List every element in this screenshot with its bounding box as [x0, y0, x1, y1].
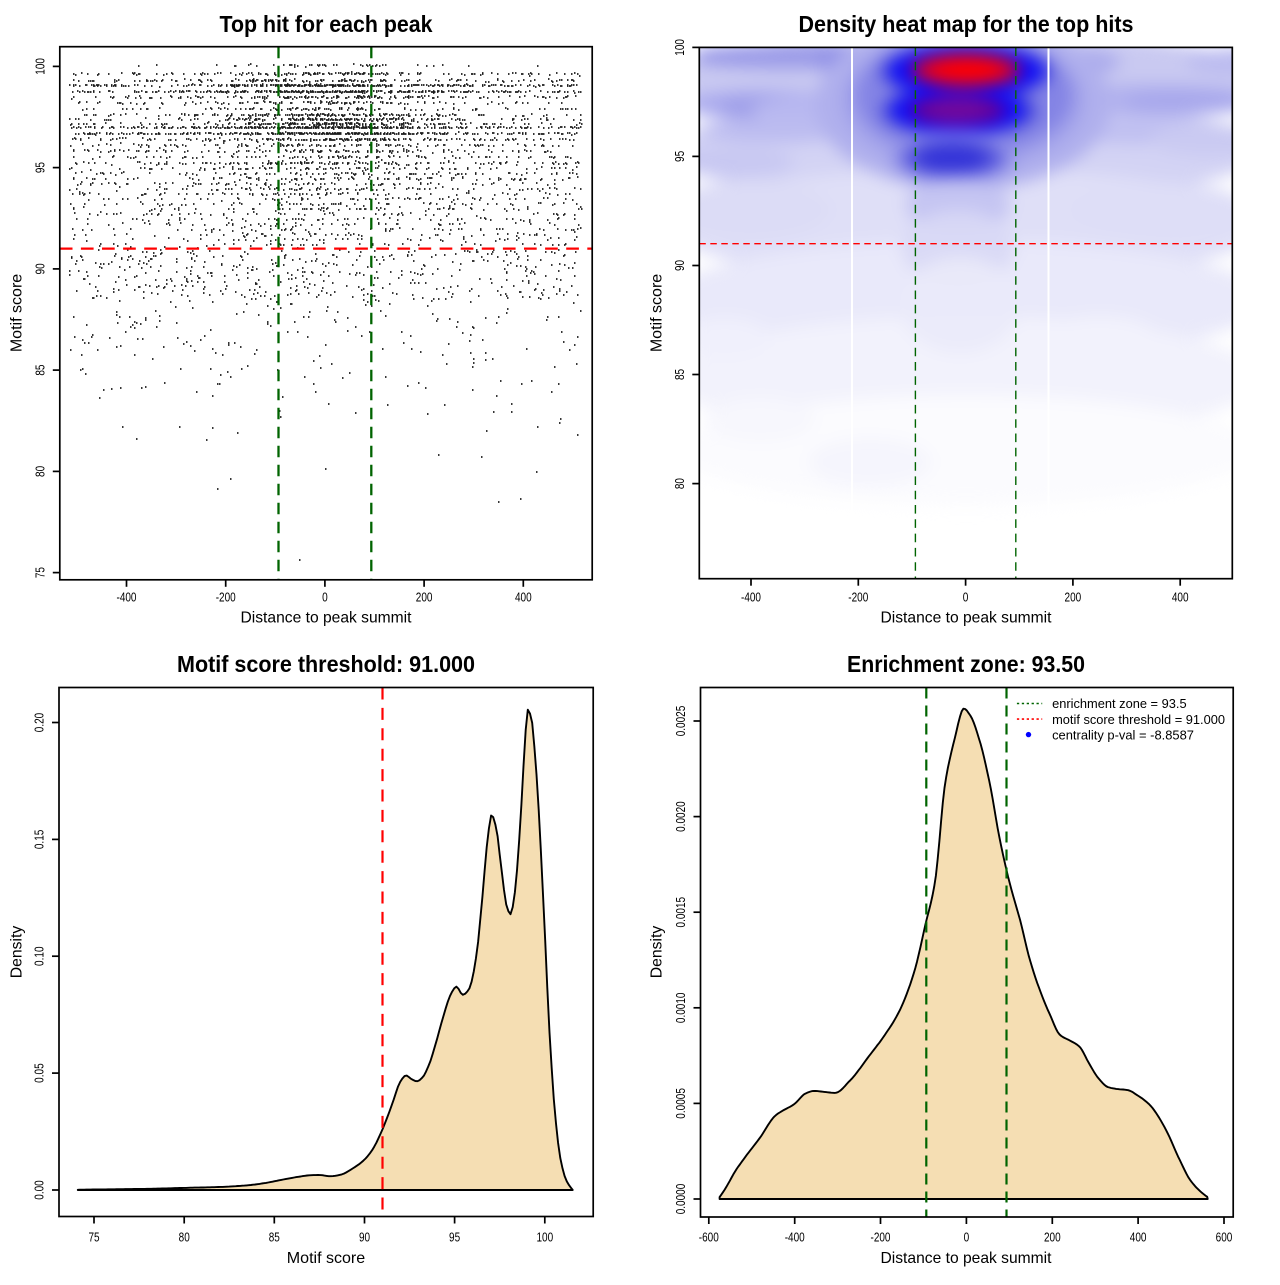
svg-text:85: 85 [673, 369, 687, 380]
svg-text:Distance to peak summit: Distance to peak summit [881, 1250, 1053, 1267]
svg-text:-200: -200 [216, 591, 236, 605]
svg-text:400: 400 [1172, 591, 1189, 605]
svg-text:75: 75 [88, 1231, 99, 1245]
svg-text:95: 95 [34, 162, 48, 173]
svg-text:Density: Density [649, 926, 666, 978]
svg-text:motif score threshold = 91.000: motif score threshold = 91.000 [1052, 712, 1225, 727]
svg-text:0.15: 0.15 [33, 830, 47, 850]
svg-text:-600: -600 [699, 1231, 719, 1245]
svg-text:80: 80 [34, 466, 48, 477]
svg-text:0.00: 0.00 [33, 1180, 47, 1200]
svg-text:-400: -400 [741, 591, 761, 605]
svg-text:80: 80 [673, 478, 687, 489]
svg-text:75: 75 [34, 567, 48, 578]
svg-text:Motif score: Motif score [649, 274, 666, 352]
svg-text:90: 90 [673, 260, 687, 271]
svg-text:200: 200 [1044, 1231, 1061, 1245]
svg-text:90: 90 [34, 263, 48, 274]
svg-text:Enrichment zone: 93.50: Enrichment zone: 93.50 [847, 651, 1085, 677]
svg-text:100: 100 [536, 1231, 553, 1245]
svg-text:0: 0 [322, 591, 328, 605]
svg-text:400: 400 [515, 591, 532, 605]
svg-text:-200: -200 [871, 1231, 891, 1245]
svg-text:0.20: 0.20 [33, 713, 47, 733]
svg-text:Density heat map for the top h: Density heat map for the top hits [799, 11, 1134, 37]
svg-text:90: 90 [359, 1231, 370, 1245]
svg-text:80: 80 [179, 1231, 190, 1245]
svg-text:0.0005: 0.0005 [674, 1088, 688, 1119]
svg-text:centrality p-val = -8.8587: centrality p-val = -8.8587 [1052, 727, 1194, 742]
svg-text:Density: Density [9, 926, 26, 978]
svg-text:85: 85 [269, 1231, 280, 1245]
svg-text:0.0025: 0.0025 [674, 706, 688, 737]
svg-text:95: 95 [673, 151, 687, 162]
svg-text:0.05: 0.05 [33, 1063, 47, 1083]
svg-text:0.0020: 0.0020 [674, 801, 688, 832]
svg-text:0.0000: 0.0000 [674, 1184, 688, 1215]
svg-text:Motif score threshold: 91.000: Motif score threshold: 91.000 [177, 651, 475, 677]
svg-text:0.10: 0.10 [33, 946, 47, 966]
svg-text:85: 85 [34, 365, 48, 376]
svg-text:200: 200 [1065, 591, 1082, 605]
svg-text:100: 100 [34, 58, 48, 75]
svg-text:200: 200 [416, 591, 433, 605]
svg-text:Distance to peak summit: Distance to peak summit [241, 610, 413, 627]
svg-text:enrichment zone = 93.5: enrichment zone = 93.5 [1052, 696, 1187, 711]
svg-text:Motif score: Motif score [9, 274, 26, 352]
svg-text:400: 400 [1130, 1231, 1147, 1245]
svg-text:100: 100 [673, 39, 687, 56]
svg-text:Top hit for each peak: Top hit for each peak [220, 11, 433, 37]
svg-text:Distance to peak summit: Distance to peak summit [881, 610, 1053, 627]
svg-text:0.0015: 0.0015 [674, 897, 688, 928]
svg-text:0.0010: 0.0010 [674, 992, 688, 1023]
svg-text:-400: -400 [785, 1231, 805, 1245]
svg-text:Motif score: Motif score [287, 1250, 365, 1267]
svg-text:600: 600 [1216, 1231, 1233, 1245]
svg-text:0: 0 [963, 591, 969, 605]
svg-text:-400: -400 [117, 591, 137, 605]
svg-text:0: 0 [964, 1231, 970, 1245]
svg-text:95: 95 [449, 1231, 460, 1245]
svg-text:-200: -200 [848, 591, 868, 605]
